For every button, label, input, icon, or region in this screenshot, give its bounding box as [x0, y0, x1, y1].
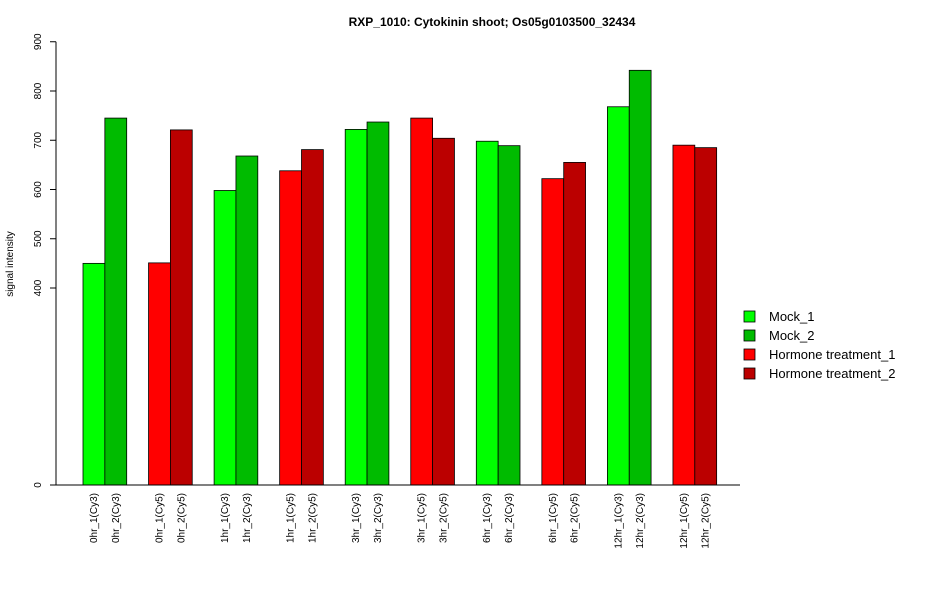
- x-tick-label: 3hr_2(Cy3): [373, 493, 384, 543]
- legend-swatch: [743, 348, 756, 361]
- bar-0hr_1(Cy3): [82, 262, 106, 486]
- x-tick-label: 6hr_2(Cy3): [504, 493, 515, 543]
- legend-swatch: [743, 310, 756, 323]
- x-tick-label: 12hr_1(Cy5): [679, 493, 690, 549]
- legend-label: Mock_1: [769, 309, 815, 324]
- bar-12hr_2(Cy5): [694, 147, 718, 486]
- x-axis-labels: 0hr_1(Cy3) 0hr_2(Cy3) 0hr_1(Cy5) 0hr_2(Cy5)…: [89, 493, 712, 549]
- y-tick-label: 900: [33, 33, 44, 50]
- y-tick-label: 500: [33, 230, 44, 247]
- x-tick-label: 12hr_1(Cy3): [613, 493, 624, 549]
- chart-title: RXP_1010: Cytokinin shoot; Os05g0103500_…: [349, 15, 636, 29]
- legend-swatch: [743, 367, 756, 380]
- x-tick-label: 6hr_1(Cy3): [482, 493, 493, 543]
- bar-6hr_2(Cy3): [497, 145, 521, 486]
- x-tick-label: 0hr_2(Cy5): [176, 493, 187, 543]
- bar-1hr_2(Cy3): [235, 155, 259, 486]
- x-tick-label: 1hr_1(Cy3): [220, 493, 231, 543]
- x-tick-label: 1hr_2(Cy5): [307, 493, 318, 543]
- y-axis-label: signal intensity: [5, 231, 16, 297]
- x-tick-label: 1hr_1(Cy5): [286, 493, 297, 543]
- y-tick-label: 700: [33, 131, 44, 148]
- bar-3hr_1(Cy5): [410, 117, 434, 486]
- y-tick-label: 600: [33, 181, 44, 198]
- y-axis: 0 400 500 600 700 800 900: [33, 33, 57, 488]
- bar-6hr_1(Cy3): [475, 140, 499, 486]
- bars-group: [82, 69, 718, 486]
- x-tick-label: 6hr_1(Cy5): [548, 493, 559, 543]
- legend-label: Hormone treatment_1: [769, 347, 895, 362]
- y-tick-label: 0: [33, 482, 44, 488]
- y-tick-label: 800: [33, 82, 44, 99]
- bar-0hr_1(Cy5): [148, 262, 171, 486]
- bar-0hr_2(Cy3): [104, 117, 128, 486]
- bar-6hr_1(Cy5): [541, 178, 565, 486]
- y-tick-label: 400: [33, 279, 44, 296]
- x-tick-label: 12hr_2(Cy3): [635, 493, 646, 549]
- bar-1hr_1(Cy3): [213, 190, 237, 486]
- bar-0hr_2(Cy5): [169, 129, 193, 486]
- bar-3hr_1(Cy3): [344, 129, 368, 486]
- x-tick-label: 3hr_1(Cy5): [417, 493, 428, 543]
- bar-1hr_1(Cy5): [279, 170, 302, 486]
- legend: Mock_1 Mock_2 Hormone treatment_1 Hormone t…: [743, 309, 895, 381]
- bar-3hr_2(Cy5): [432, 137, 455, 486]
- x-tick-label: 3hr_1(Cy3): [351, 493, 362, 543]
- x-tick-label: 3hr_2(Cy5): [439, 493, 450, 543]
- bar-6hr_2(Cy5): [563, 162, 586, 486]
- legend-label: Hormone treatment_2: [769, 366, 895, 381]
- bar-1hr_2(Cy5): [301, 149, 324, 486]
- bar-12hr_1(Cy5): [672, 144, 696, 486]
- legend-label: Mock_2: [769, 328, 815, 343]
- x-tick-label: 0hr_1(Cy3): [89, 493, 100, 543]
- bar-12hr_1(Cy3): [607, 106, 630, 486]
- bar-3hr_2(Cy3): [366, 121, 390, 486]
- x-tick-label: 0hr_1(Cy5): [154, 493, 165, 543]
- bar-12hr_2(Cy3): [628, 69, 652, 486]
- x-tick-label: 6hr_2(Cy5): [570, 493, 581, 543]
- legend-swatch: [743, 329, 756, 342]
- x-tick-label: 12hr_2(Cy5): [701, 493, 712, 549]
- x-tick-label: 0hr_2(Cy3): [111, 493, 122, 543]
- x-tick-label: 1hr_2(Cy3): [242, 493, 253, 543]
